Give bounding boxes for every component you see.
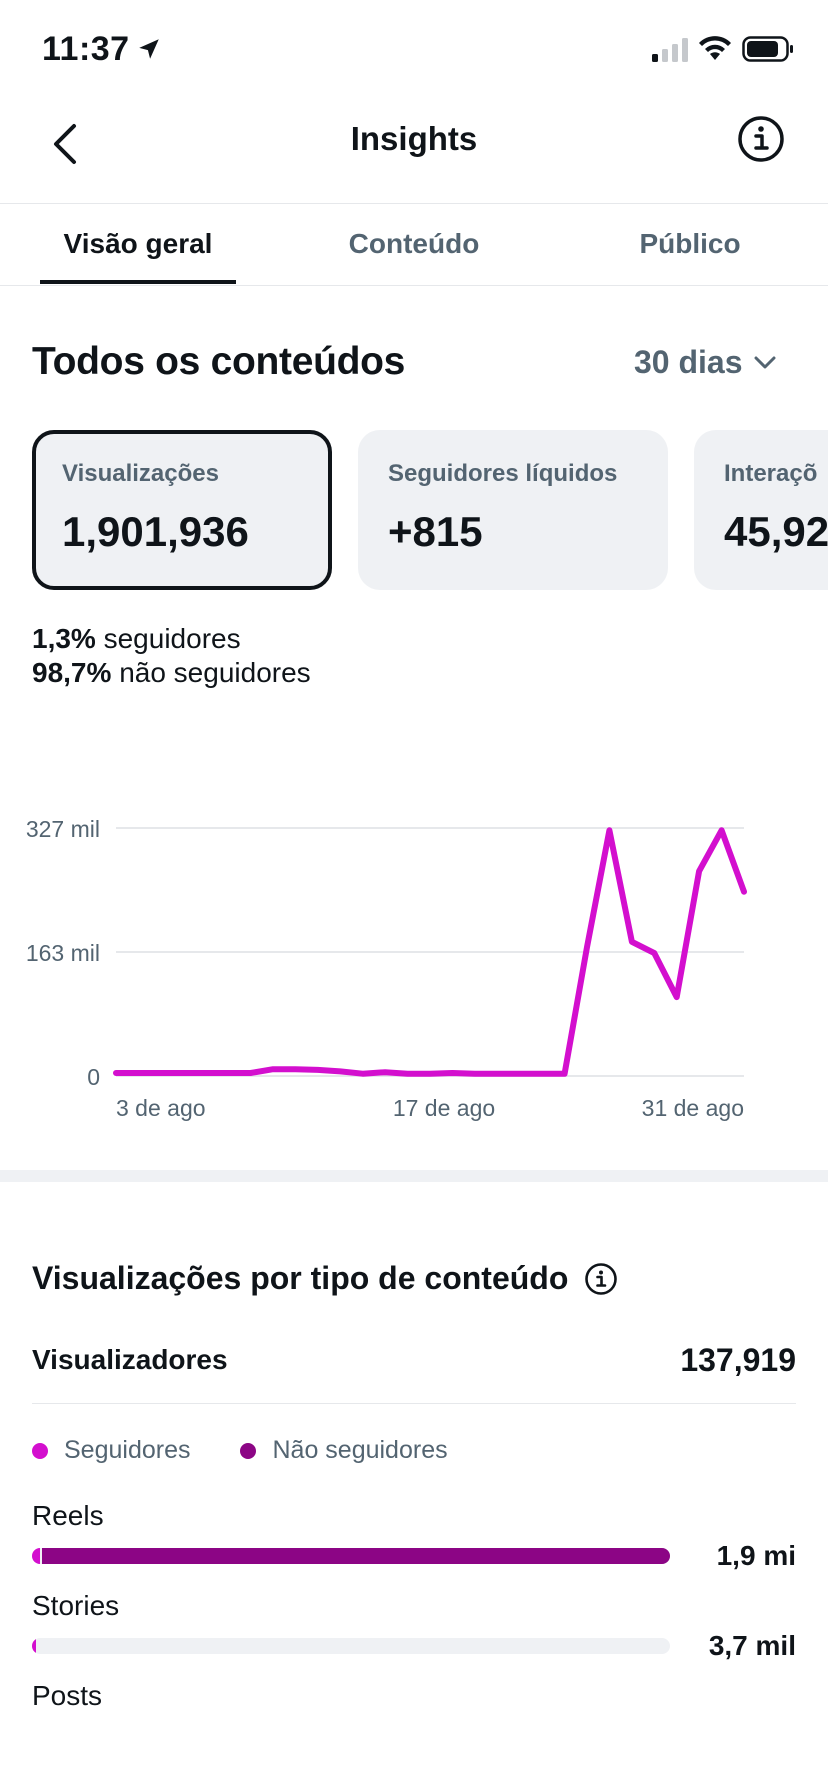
metric-card-value: 45,92 bbox=[724, 508, 828, 555]
stories-bar bbox=[32, 1638, 670, 1654]
cellular-signal-icon bbox=[652, 38, 688, 62]
tab-content[interactable]: Conteúdo bbox=[348, 228, 480, 259]
audience-breakdown: 1,3% seguidores 98,7% não seguidores bbox=[32, 622, 311, 690]
info-icon[interactable] bbox=[584, 1262, 618, 1296]
section-title: Todos os conteúdos bbox=[32, 340, 406, 383]
views-line-chart[interactable]: 327 mil 163 mil 0 3 de ago 17 de ago 31 de ag… bbox=[0, 780, 828, 1140]
tab-bar: Visão geral Conteúdo Público bbox=[0, 204, 828, 286]
status-bar: 11:37 bbox=[0, 0, 828, 100]
metric-card-label: Visualizações bbox=[62, 460, 219, 487]
content-type-label-stories: Stories bbox=[32, 1590, 120, 1621]
legend-label: Não seguidores bbox=[272, 1436, 448, 1464]
breakdown-non-followers: 98,7% não seguidores bbox=[32, 656, 311, 690]
viewers-label: Visualizadores bbox=[32, 1344, 228, 1375]
breakdown-percent: 1,3% bbox=[32, 623, 96, 654]
info-icon[interactable] bbox=[736, 114, 786, 164]
back-arrow-icon[interactable] bbox=[44, 116, 88, 172]
legend-dot bbox=[240, 1442, 257, 1459]
period-label: 30 dias bbox=[634, 344, 743, 380]
content-type-label-reels: Reels bbox=[32, 1500, 104, 1531]
content-type-value-reels: 1,9 mi bbox=[716, 1540, 796, 1571]
metric-card-views[interactable]: Visualizações 1,901,936 bbox=[32, 430, 332, 590]
battery-icon bbox=[742, 36, 793, 62]
tab-overview[interactable]: Visão geral bbox=[63, 228, 213, 259]
breakdown-text: seguidores bbox=[103, 623, 241, 654]
page-title: Insights bbox=[350, 120, 478, 157]
tab-audience[interactable]: Público bbox=[639, 228, 741, 259]
row-divider bbox=[32, 1403, 796, 1404]
content-type-label-posts: Posts bbox=[32, 1680, 103, 1711]
stories-bar-followers bbox=[32, 1638, 36, 1654]
location-arrow-icon bbox=[139, 39, 159, 59]
period-dropdown[interactable]: 30 dias bbox=[634, 344, 777, 381]
legend-item-non-followers: Não seguidores bbox=[240, 1436, 448, 1465]
metric-card-value: 1,901,936 bbox=[62, 508, 249, 555]
y-tick-label: 163 mil bbox=[26, 940, 100, 966]
x-tick-label: 31 de ago bbox=[642, 1095, 744, 1121]
views-series-line bbox=[113, 827, 747, 1077]
reels-bar-followers bbox=[32, 1548, 41, 1564]
chart-legend: Seguidores Não seguidores bbox=[32, 1436, 448, 1465]
breakdown-followers: 1,3% seguidores bbox=[32, 622, 311, 656]
x-tick-label: 17 de ago bbox=[393, 1095, 495, 1121]
chevron-down-icon bbox=[754, 356, 776, 368]
wifi-icon bbox=[699, 36, 731, 60]
reels-bar bbox=[32, 1548, 670, 1564]
metric-card-label: Seguidores líquidos bbox=[388, 460, 618, 487]
metric-card-net-followers[interactable]: Seguidores líquidos +815 bbox=[358, 430, 668, 590]
legend-label: Seguidores bbox=[64, 1436, 191, 1464]
metric-cards-carousel[interactable]: Visualizações 1,901,936 Seguidores líqui… bbox=[32, 430, 828, 590]
breakdown-text: não seguidores bbox=[119, 657, 311, 688]
metric-card-label: Interaçõ bbox=[724, 460, 818, 487]
views-by-type-heading: Visualizações por tipo de conteúdo bbox=[32, 1260, 569, 1296]
reels-bar-non-followers bbox=[42, 1548, 670, 1564]
metric-card-interactions[interactable]: Interaçõ 45,92 bbox=[694, 430, 828, 590]
breakdown-percent: 98,7% bbox=[32, 657, 112, 688]
section-divider bbox=[0, 1170, 828, 1182]
status-time: 11:37 bbox=[42, 30, 130, 68]
legend-item-followers: Seguidores bbox=[32, 1436, 190, 1465]
active-tab-indicator bbox=[40, 280, 236, 284]
metric-card-value: +815 bbox=[388, 508, 483, 555]
top-navigation-bar: Insights bbox=[0, 100, 828, 204]
x-tick-label: 3 de ago bbox=[116, 1095, 206, 1121]
viewers-value: 137,919 bbox=[680, 1342, 796, 1378]
views-by-type-title: Visualizações por tipo de conteúdo bbox=[32, 1260, 618, 1297]
y-tick-label: 0 bbox=[87, 1064, 100, 1090]
content-type-value-stories: 3,7 mil bbox=[708, 1630, 796, 1661]
y-tick-label: 327 mil bbox=[26, 816, 100, 842]
legend-dot bbox=[32, 1442, 48, 1459]
